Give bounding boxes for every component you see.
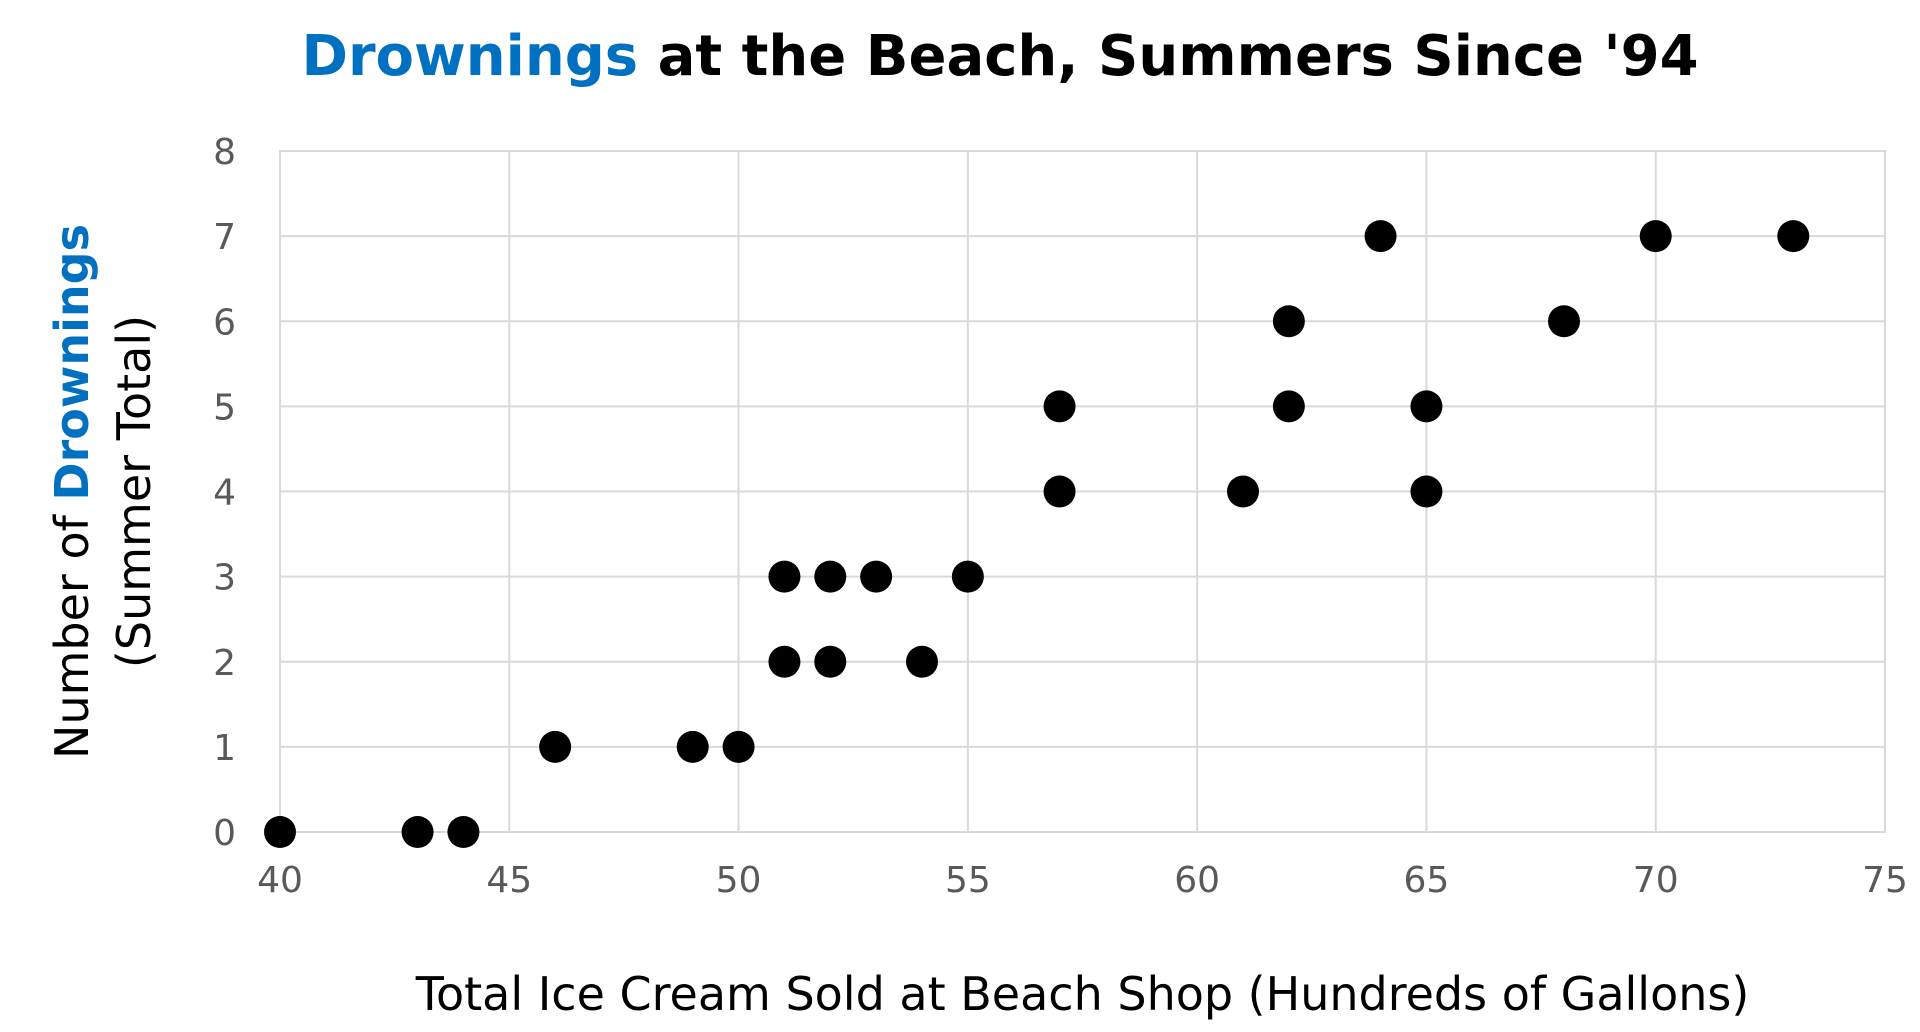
data-point [1410,390,1443,423]
y-axis-title-highlight: Drownings [45,224,99,501]
y-axis-title: Number of Drownings [45,224,99,759]
data-point [539,730,572,763]
x-tick-label: 65 [1404,860,1450,901]
data-points [264,220,1810,848]
x-axis-title: Total Ice Cream Sold at Beach Shop (Hund… [415,967,1750,1021]
data-point [264,816,296,848]
data-point [1639,220,1672,253]
y-tick-label: 5 [213,387,236,428]
data-point [1227,475,1259,508]
x-tick-label: 50 [716,860,762,901]
data-point [768,645,801,678]
y-tick-label: 1 [213,728,236,769]
chart-title-rest: at the Beach, Summers Since '94 [638,24,1698,89]
y-tick-label: 7 [213,217,236,258]
y-tick-label: 4 [213,473,236,514]
data-point [906,645,938,678]
data-point [722,730,755,763]
y-tick-label: 8 [213,132,236,173]
data-point [768,560,801,593]
y-tick-label: 6 [213,302,236,343]
data-point [1272,305,1305,338]
data-point [860,560,893,593]
data-point [676,730,709,763]
chart-title-highlight: Drownings [301,24,638,89]
x-tick-label: 70 [1633,860,1679,901]
data-point [1777,220,1810,253]
data-point [951,560,984,593]
x-tick-label: 55 [945,860,991,901]
data-point [1272,390,1305,423]
data-point [814,645,847,678]
data-point [1548,305,1580,338]
plot-area-frame [279,150,1886,833]
y-axis-title-prefix: Number of [45,501,99,759]
y-tick-label: 2 [213,643,236,684]
data-point [1043,390,1076,423]
y-axis-title-line2: (Summer Total) [107,315,161,668]
gridlines [279,150,1886,833]
y-tick-label: 0 [213,813,236,854]
data-point [814,560,847,593]
y-tick-label: 3 [213,558,236,599]
x-tick-label: 75 [1862,860,1908,901]
data-point [447,816,480,848]
chart-title: Drownings at the Beach, Summers Since '9… [301,24,1698,89]
x-tick-label: 45 [486,860,532,901]
data-point [1410,475,1443,508]
data-point [401,816,434,848]
x-tick-label: 60 [1174,860,1220,901]
x-tick-label: 40 [257,860,303,901]
data-point [1364,220,1397,253]
data-point [1043,475,1076,508]
